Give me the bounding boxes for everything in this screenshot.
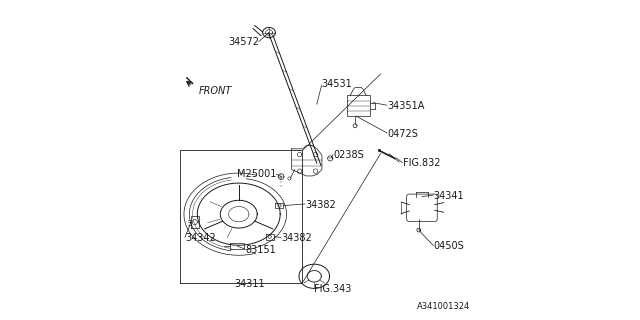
Text: 0238S: 0238S (333, 150, 364, 160)
Text: 34531: 34531 (321, 79, 353, 89)
Text: M25001: M25001 (237, 169, 276, 179)
Text: 0472S: 0472S (388, 129, 419, 139)
Text: 34572: 34572 (228, 37, 259, 47)
Text: 34342: 34342 (186, 233, 216, 243)
Text: FIG.832: FIG.832 (403, 158, 440, 168)
Text: 83151: 83151 (246, 245, 276, 255)
Text: 34351A: 34351A (388, 101, 425, 111)
Text: A341001324: A341001324 (417, 302, 470, 311)
Text: FIG.343: FIG.343 (314, 284, 351, 294)
Text: 34311: 34311 (235, 279, 265, 289)
Text: 34382: 34382 (282, 233, 312, 243)
Text: FRONT: FRONT (199, 85, 232, 96)
Text: 0450S: 0450S (434, 241, 465, 251)
Text: 34382: 34382 (305, 200, 336, 210)
Bar (347, 95, 370, 116)
Text: 34341: 34341 (434, 191, 465, 201)
